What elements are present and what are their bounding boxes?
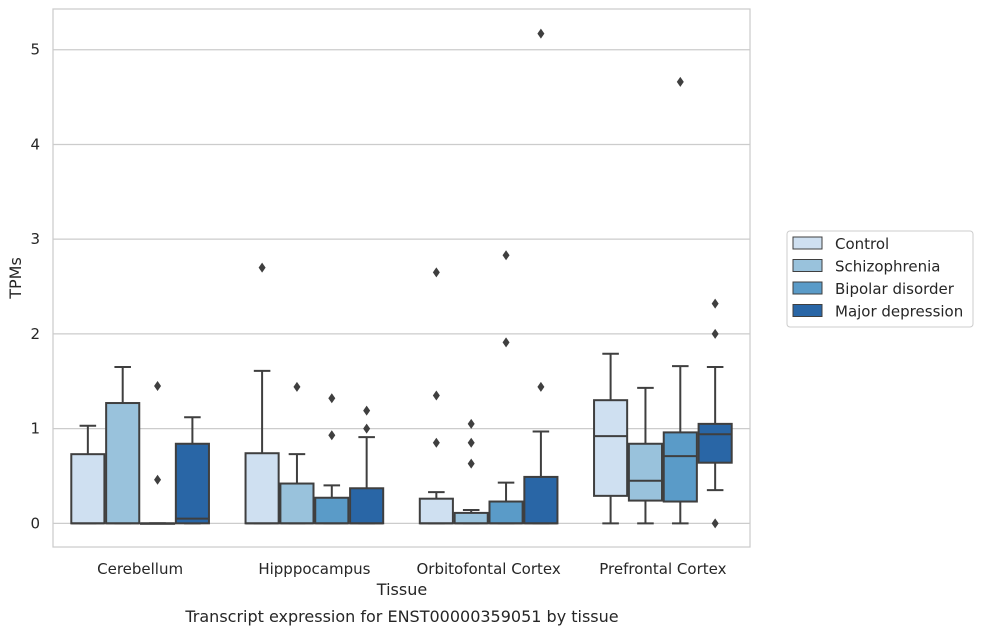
outlier-point (432, 390, 440, 401)
legend-swatch (792, 304, 823, 317)
box-group (70, 424, 106, 525)
legend-label: Control (835, 235, 889, 253)
box-group (418, 267, 454, 525)
outlier-point (328, 430, 336, 441)
box (349, 487, 385, 525)
plot-frame (52, 8, 751, 548)
y-tick-labels: 0 1 2 3 4 5 (30, 41, 40, 533)
box (314, 496, 350, 525)
box-group (593, 352, 629, 525)
box-group (697, 298, 733, 529)
outlier-point (711, 298, 719, 309)
chart-caption: Transcript expression for ENST0000035905… (184, 607, 618, 626)
outlier-point (154, 380, 162, 391)
box (453, 511, 489, 525)
outlier-point (154, 474, 162, 485)
legend-swatch (792, 236, 823, 250)
y-tick-label: 4 (30, 135, 40, 153)
outlier-point (537, 28, 545, 39)
box-group (349, 405, 385, 525)
y-tick-label: 3 (30, 230, 40, 248)
box-group (523, 28, 559, 525)
box-group (453, 418, 489, 525)
y-tick-label: 2 (30, 325, 40, 343)
x-tick-label: Cerebellum (97, 560, 183, 578)
outlier-point (363, 423, 371, 434)
box-group (314, 393, 350, 525)
legend-label: Bipolar disorder (835, 280, 955, 298)
x-tick-label: Hipppocampus (258, 560, 370, 578)
box-group (662, 76, 698, 525)
box (70, 453, 106, 525)
y-tick-label: 0 (30, 514, 40, 532)
legend-swatch (792, 259, 823, 272)
legend: Control Schizophrenia Bipolar disorder Majo… (786, 230, 974, 328)
box (418, 497, 454, 525)
outlier-point (537, 381, 545, 392)
box (279, 482, 315, 525)
outlier-point (467, 458, 475, 469)
outlier-point (711, 518, 719, 529)
x-tick-label: Orbitofontal Cortex (417, 560, 561, 578)
y-tick-label: 1 (30, 420, 40, 438)
y-tick-label: 5 (30, 41, 40, 59)
outlier-point (432, 267, 440, 278)
box (627, 442, 664, 502)
box (593, 399, 629, 497)
x-tick-labels: Cerebellum Hipppocampus Orbitofontal Corte… (97, 560, 726, 578)
y-axis-label: TPMs (6, 257, 25, 300)
outlier-point (711, 328, 719, 339)
x-axis-label: Tissue (376, 580, 427, 599)
box-group (279, 381, 315, 525)
outlier-point (363, 405, 371, 416)
box-group (174, 416, 210, 525)
outlier-point (328, 393, 336, 404)
x-tick-label: Prefrontal Cortex (599, 560, 726, 578)
box-group (105, 366, 141, 525)
outlier-point (467, 418, 475, 429)
outlier-point (432, 437, 440, 448)
outlier-point (293, 381, 301, 392)
legend-label: Schizophrenia (835, 258, 940, 276)
box (174, 442, 210, 525)
outlier-point (502, 250, 510, 261)
box (105, 402, 141, 525)
outlier-point (467, 437, 475, 448)
box (244, 452, 280, 525)
box (662, 431, 698, 503)
outlier-point (676, 76, 684, 87)
box (697, 422, 733, 464)
legend-swatch (792, 281, 823, 295)
box-group (139, 380, 176, 525)
box-group (488, 250, 524, 525)
outlier-point (502, 337, 510, 348)
legend-label: Major depression (835, 303, 963, 321)
box (488, 500, 524, 525)
box-group (244, 262, 280, 525)
legend-frame (786, 230, 974, 328)
box-group (627, 386, 664, 525)
box (523, 475, 559, 525)
outlier-point (258, 262, 266, 273)
box-groups (70, 28, 733, 529)
